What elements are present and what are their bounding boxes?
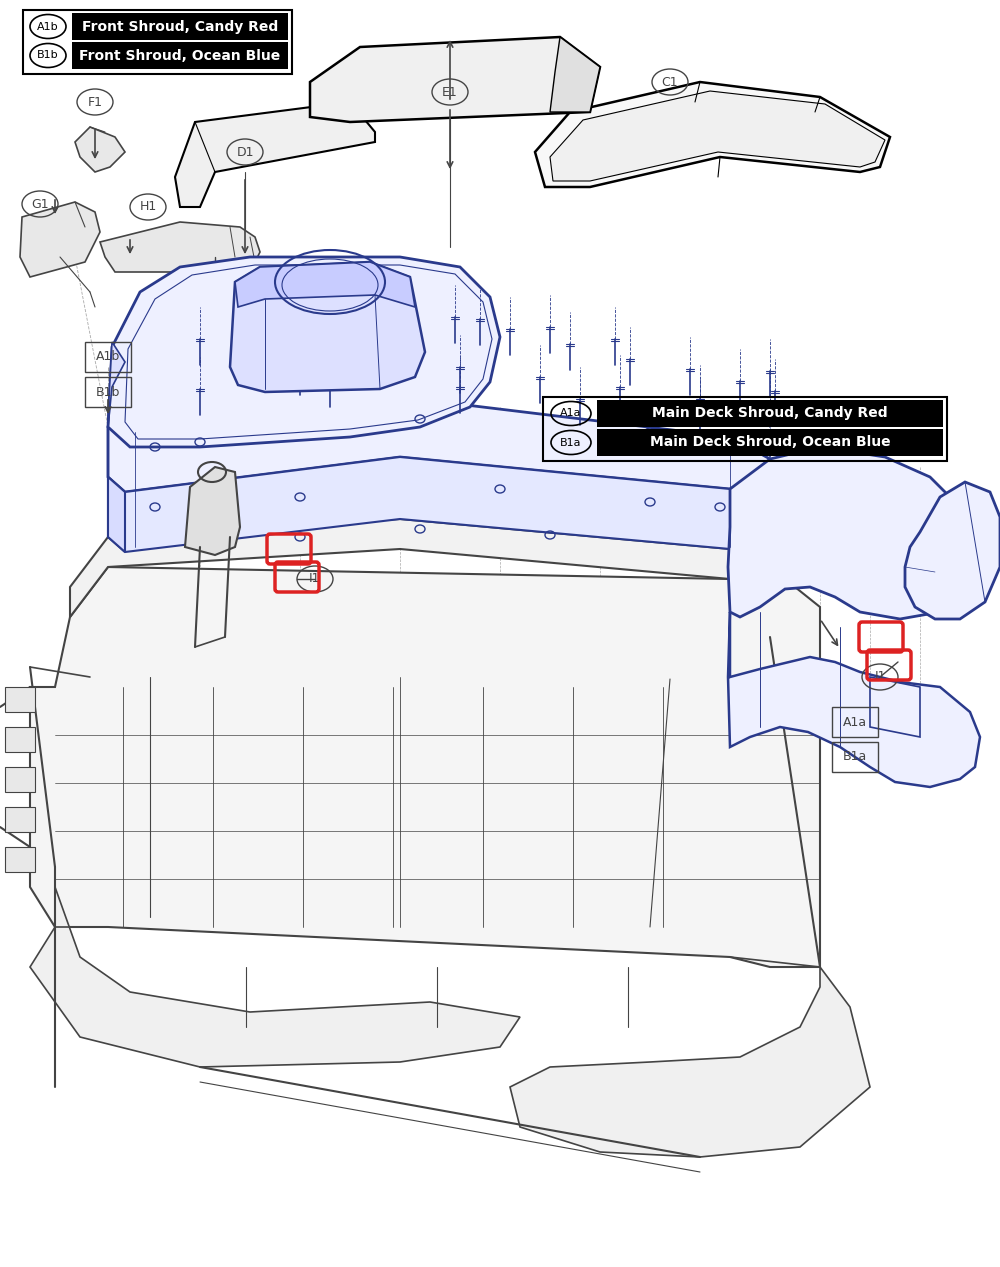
- Text: Front Shroud, Ocean Blue: Front Shroud, Ocean Blue: [79, 48, 281, 62]
- Polygon shape: [728, 612, 980, 787]
- Polygon shape: [175, 103, 375, 207]
- FancyBboxPatch shape: [597, 430, 943, 456]
- Polygon shape: [5, 848, 35, 872]
- Text: G1: G1: [31, 198, 49, 210]
- Text: A1b: A1b: [96, 351, 120, 364]
- Polygon shape: [20, 201, 100, 277]
- Polygon shape: [220, 302, 245, 317]
- FancyBboxPatch shape: [72, 42, 288, 68]
- Polygon shape: [310, 37, 600, 122]
- Polygon shape: [5, 767, 35, 792]
- Polygon shape: [5, 727, 35, 753]
- Polygon shape: [510, 967, 870, 1157]
- Polygon shape: [230, 262, 425, 392]
- Text: B1b: B1b: [37, 51, 59, 61]
- Polygon shape: [535, 82, 890, 188]
- Polygon shape: [5, 687, 35, 712]
- Text: Main Deck Shroud, Ocean Blue: Main Deck Shroud, Ocean Blue: [650, 436, 890, 450]
- Polygon shape: [75, 127, 125, 172]
- Polygon shape: [550, 91, 885, 181]
- Text: A1b: A1b: [37, 22, 59, 32]
- Polygon shape: [30, 568, 820, 967]
- Text: B1a: B1a: [560, 437, 582, 447]
- Text: E1: E1: [442, 85, 458, 99]
- Text: F1: F1: [88, 95, 103, 109]
- Text: Main Deck Shroud, Candy Red: Main Deck Shroud, Candy Red: [652, 407, 888, 421]
- Polygon shape: [108, 457, 760, 552]
- Text: Front Shroud, Candy Red: Front Shroud, Candy Red: [82, 19, 278, 33]
- Text: I1: I1: [309, 573, 321, 585]
- Text: D1: D1: [236, 146, 254, 158]
- Polygon shape: [108, 397, 770, 492]
- Polygon shape: [30, 887, 520, 1067]
- Text: A1a: A1a: [560, 408, 582, 418]
- Polygon shape: [235, 262, 415, 307]
- Text: B1a: B1a: [843, 750, 867, 764]
- Polygon shape: [728, 447, 970, 620]
- Polygon shape: [108, 342, 125, 427]
- Text: H1: H1: [139, 200, 157, 214]
- Polygon shape: [108, 257, 500, 447]
- Polygon shape: [185, 468, 240, 555]
- Polygon shape: [70, 519, 770, 617]
- Polygon shape: [100, 222, 260, 272]
- Text: I1: I1: [874, 670, 886, 683]
- Polygon shape: [905, 481, 1000, 620]
- Polygon shape: [5, 807, 35, 832]
- Polygon shape: [108, 427, 125, 552]
- Polygon shape: [550, 37, 600, 111]
- FancyBboxPatch shape: [597, 400, 943, 427]
- Text: C1: C1: [662, 76, 678, 89]
- Text: B1b: B1b: [96, 385, 120, 399]
- Text: A1a: A1a: [843, 716, 867, 729]
- FancyBboxPatch shape: [72, 13, 288, 41]
